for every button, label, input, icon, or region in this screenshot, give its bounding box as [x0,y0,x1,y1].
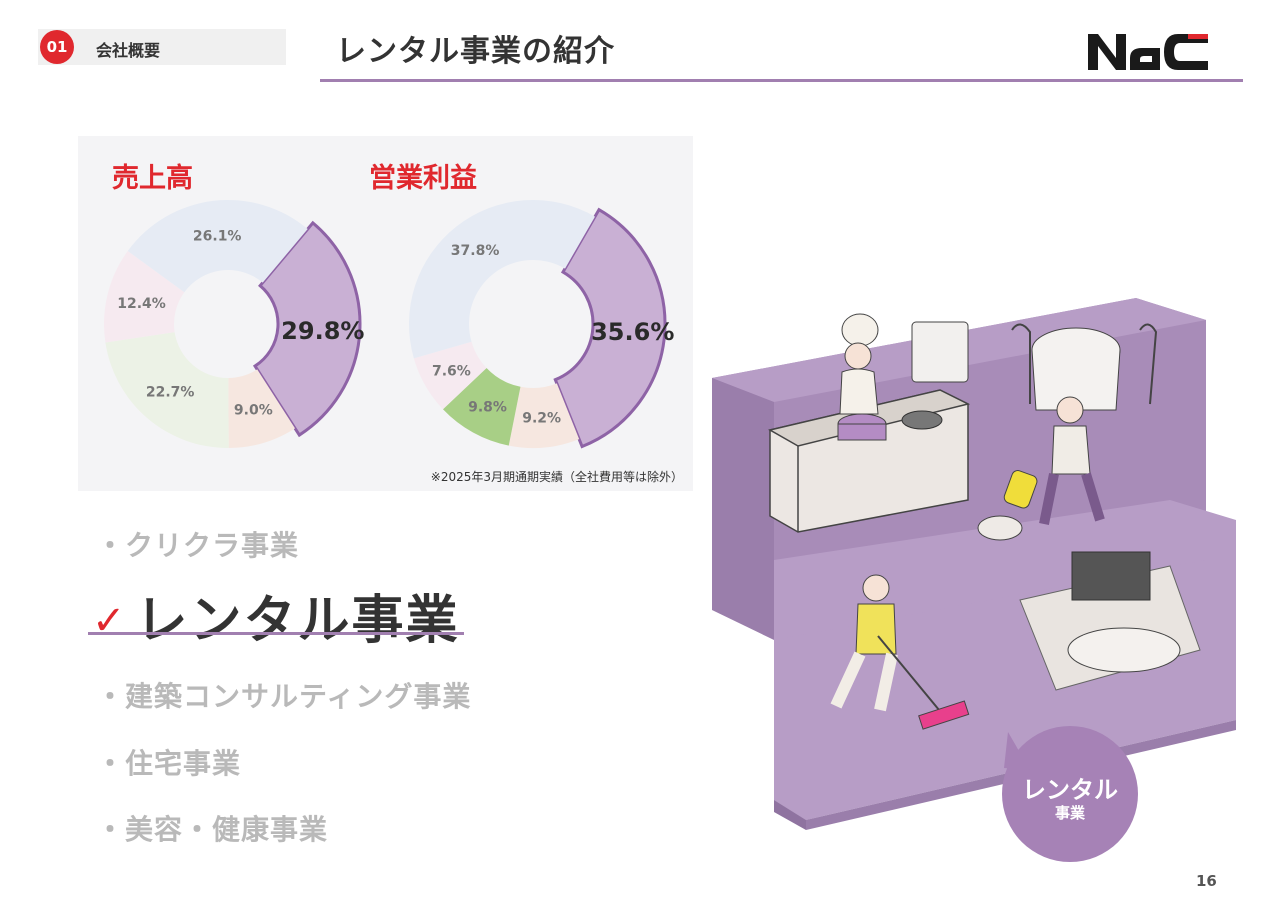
section-tag [38,29,286,65]
donut-data-label: 22.7% [146,385,195,401]
page-title: レンタル事業の紹介 [336,34,615,69]
bubble-label: レンタル [1022,776,1118,804]
chart-title-operating-profit: 営業利益 [369,163,477,194]
donut-slice [104,251,185,343]
donut-data-label: 9.8% [468,399,507,415]
air-purifier [911,321,969,383]
active-underline [88,632,464,635]
donut-data-label: 37.8% [451,243,500,259]
business-active-label: レンタル事業 [135,591,460,651]
business-item-housing: ・住宅事業 [96,747,242,780]
rental-illustration [712,298,1236,862]
rental-bubble [1002,726,1138,862]
donut-data-label: 35.6% [591,318,674,346]
title-divider [320,79,1243,82]
donut-slice [413,341,487,410]
donut-data-label: 9.0% [234,402,273,418]
chart-panel: 売上高 営業利益 29.8% 9.0% 22.7% 12.4% 26.1% 35.6% 9.… [78,136,693,491]
bubble-sublabel: 事業 [1054,804,1085,822]
tv [1071,551,1151,601]
section-number-badge: 01 [40,30,74,64]
donut-slice [442,368,521,446]
donut-data-label: 26.1% [193,229,242,245]
donut-slice [127,200,308,293]
chart-title-sales: 売上高 [112,163,193,194]
donut-slice [508,383,580,449]
donut-data-label: 7.6% [432,364,471,380]
section-label: 会社概要 [96,41,161,60]
business-item-rental-active: ✓ レンタル事業 [92,578,460,653]
business-item-kurikura: ・クリクラ事業 [96,529,300,562]
donut-data-label: 29.8% [281,317,364,345]
nac-logo [1088,34,1208,70]
check-icon: ✓ [92,598,128,644]
donut-slice [228,369,296,448]
donut-slice [252,220,362,438]
business-item-construction-consulting: ・建築コンサルティング事業 [96,680,472,713]
donut-data-label: 9.2% [522,411,561,427]
donut-charts: 29.8% 9.0% 22.7% 12.4% 26.1% 35.6% 9.2% 9.8% 7.6… [104,199,674,449]
donut-data-label: 12.4% [117,296,166,312]
page-number: 16 [1196,872,1217,890]
person-mopping [855,603,897,655]
donut-slice [105,332,229,449]
chart-footnote: ※2025年3月期通期実績（全社費用等は除外） [430,470,683,484]
business-item-beauty-health: ・美容・健康事業 [96,813,329,846]
chef-figure [839,368,879,415]
person-vacuum [1051,425,1091,475]
donut-slice [553,207,667,449]
donut-slice [408,199,595,359]
